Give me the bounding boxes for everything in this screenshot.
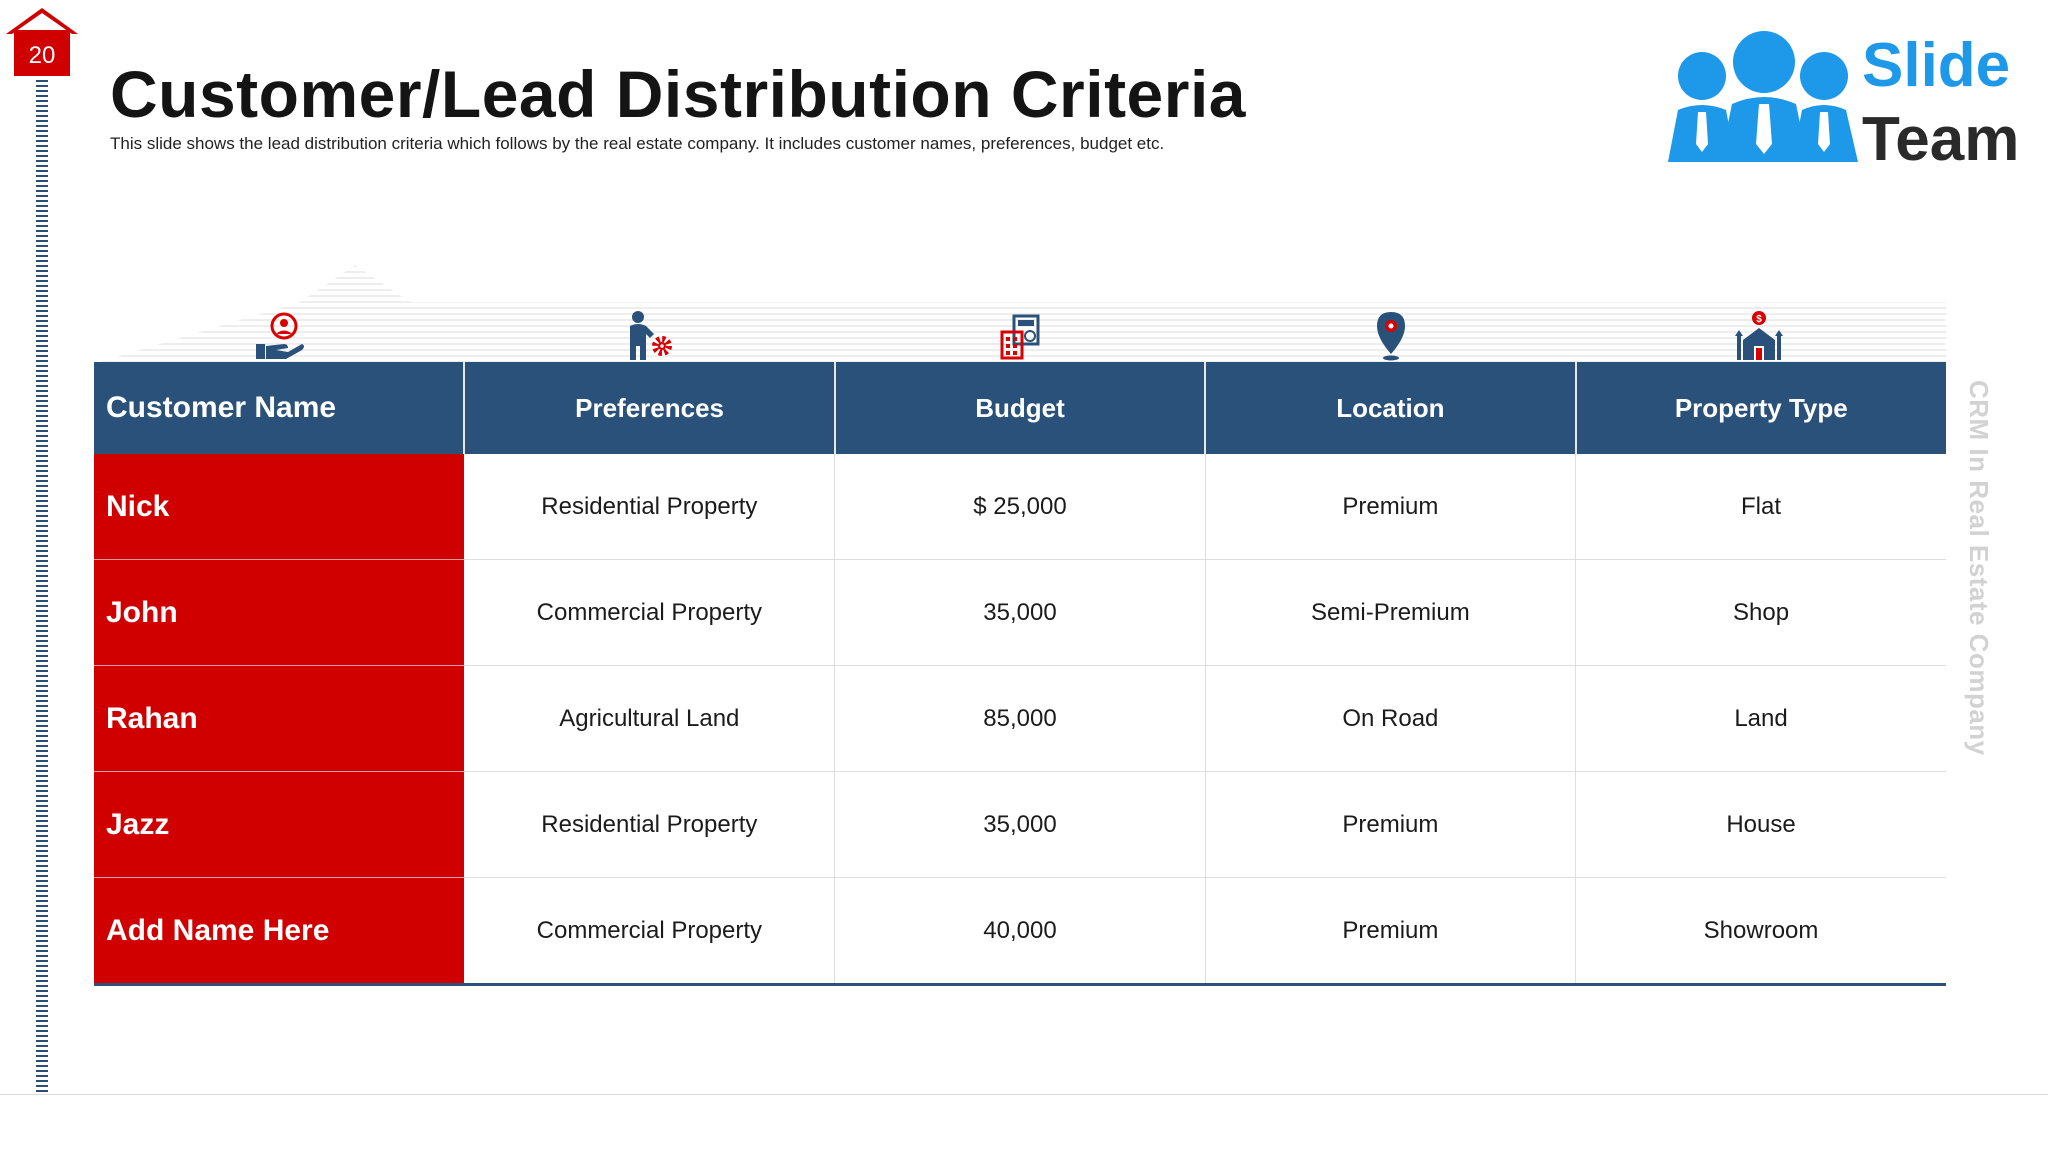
property-type-cell: Shop [1575, 559, 1946, 666]
slideteam-logo: Slide Team [1664, 26, 2024, 176]
budget-cell: 35,000 [834, 559, 1206, 666]
property-type-cell: Land [1575, 665, 1946, 772]
header-customer-name: Customer Name [94, 362, 466, 454]
side-label-text: CRM In Real Estate Company [1964, 380, 1994, 756]
page-title: Customer/Lead Distribution Criteria [110, 57, 1246, 131]
lead-distribution-table: Customer Name Preferences Budget Locatio… [94, 362, 1946, 986]
slide: 20 Customer/Lead Distribution Criteria T… [0, 6, 2048, 1095]
preference-cell: Agricultural Land [464, 665, 836, 772]
budget-cell: $ 25,000 [834, 454, 1206, 560]
location-cell: Semi-Premium [1205, 559, 1577, 666]
header-budget: Budget [834, 362, 1207, 454]
calculator-icon [1000, 310, 1052, 362]
preference-cell: Residential Property [464, 771, 836, 878]
page-subtitle: This slide shows the lead distribution c… [110, 134, 1165, 153]
customer-name-cell: John [94, 559, 465, 666]
house-growth-icon: $ [1733, 310, 1785, 362]
svg-text:$: $ [1756, 314, 1762, 325]
preference-cell: Commercial Property [464, 559, 836, 666]
header-location: Location [1205, 362, 1577, 454]
preference-cell: Residential Property [464, 454, 836, 560]
budget-cell: 35,000 [834, 771, 1206, 878]
bottom-margin [0, 1095, 2048, 1152]
location-cell: Premium [1205, 454, 1577, 560]
budget-cell: 40,000 [834, 877, 1206, 986]
property-type-cell: House [1575, 771, 1946, 878]
customer-name-cell: Nick [94, 454, 465, 560]
page-number: 20 [28, 42, 56, 69]
page-badge: 20 [6, 6, 78, 78]
customer-name-cell: Add Name Here [94, 877, 465, 986]
table-row: Jazz Residential Property 35,000 Premium… [94, 771, 1946, 878]
logo-text-slide: Slide [1862, 31, 2011, 100]
location-cell: On Road [1205, 665, 1577, 772]
location-cell: Premium [1205, 877, 1577, 986]
location-cell: Premium [1205, 771, 1577, 878]
side-rail-decoration [36, 80, 48, 1092]
team-people-icon [1668, 31, 1858, 162]
house-badge-icon [6, 8, 78, 76]
property-type-cell: Showroom [1575, 877, 1946, 986]
budget-cell: 85,000 [834, 665, 1206, 772]
person-gear-icon [628, 310, 680, 362]
table-row: John Commercial Property 35,000 Semi-Pre… [94, 559, 1946, 666]
property-type-cell: Flat [1575, 454, 1946, 560]
hand-user-icon [254, 310, 306, 362]
table-header-row: Customer Name Preferences Budget Locatio… [94, 362, 1946, 454]
table-row: Add Name Here Commercial Property 40,000… [94, 877, 1946, 986]
logo-text-team: Team [1862, 105, 2020, 174]
table-row: Rahan Agricultural Land 85,000 On Road L… [94, 665, 1946, 772]
header-property-type: Property Type [1575, 362, 1946, 454]
preference-cell: Commercial Property [464, 877, 836, 986]
header-preferences: Preferences [464, 362, 836, 454]
customer-name-cell: Rahan [94, 665, 465, 772]
vertical-side-label: CRM In Real Estate Company [1964, 380, 2012, 756]
table-row: Nick Residential Property $ 25,000 Premi… [94, 454, 1946, 560]
customer-name-cell: Jazz [94, 771, 465, 878]
map-pin-icon [1365, 310, 1417, 362]
